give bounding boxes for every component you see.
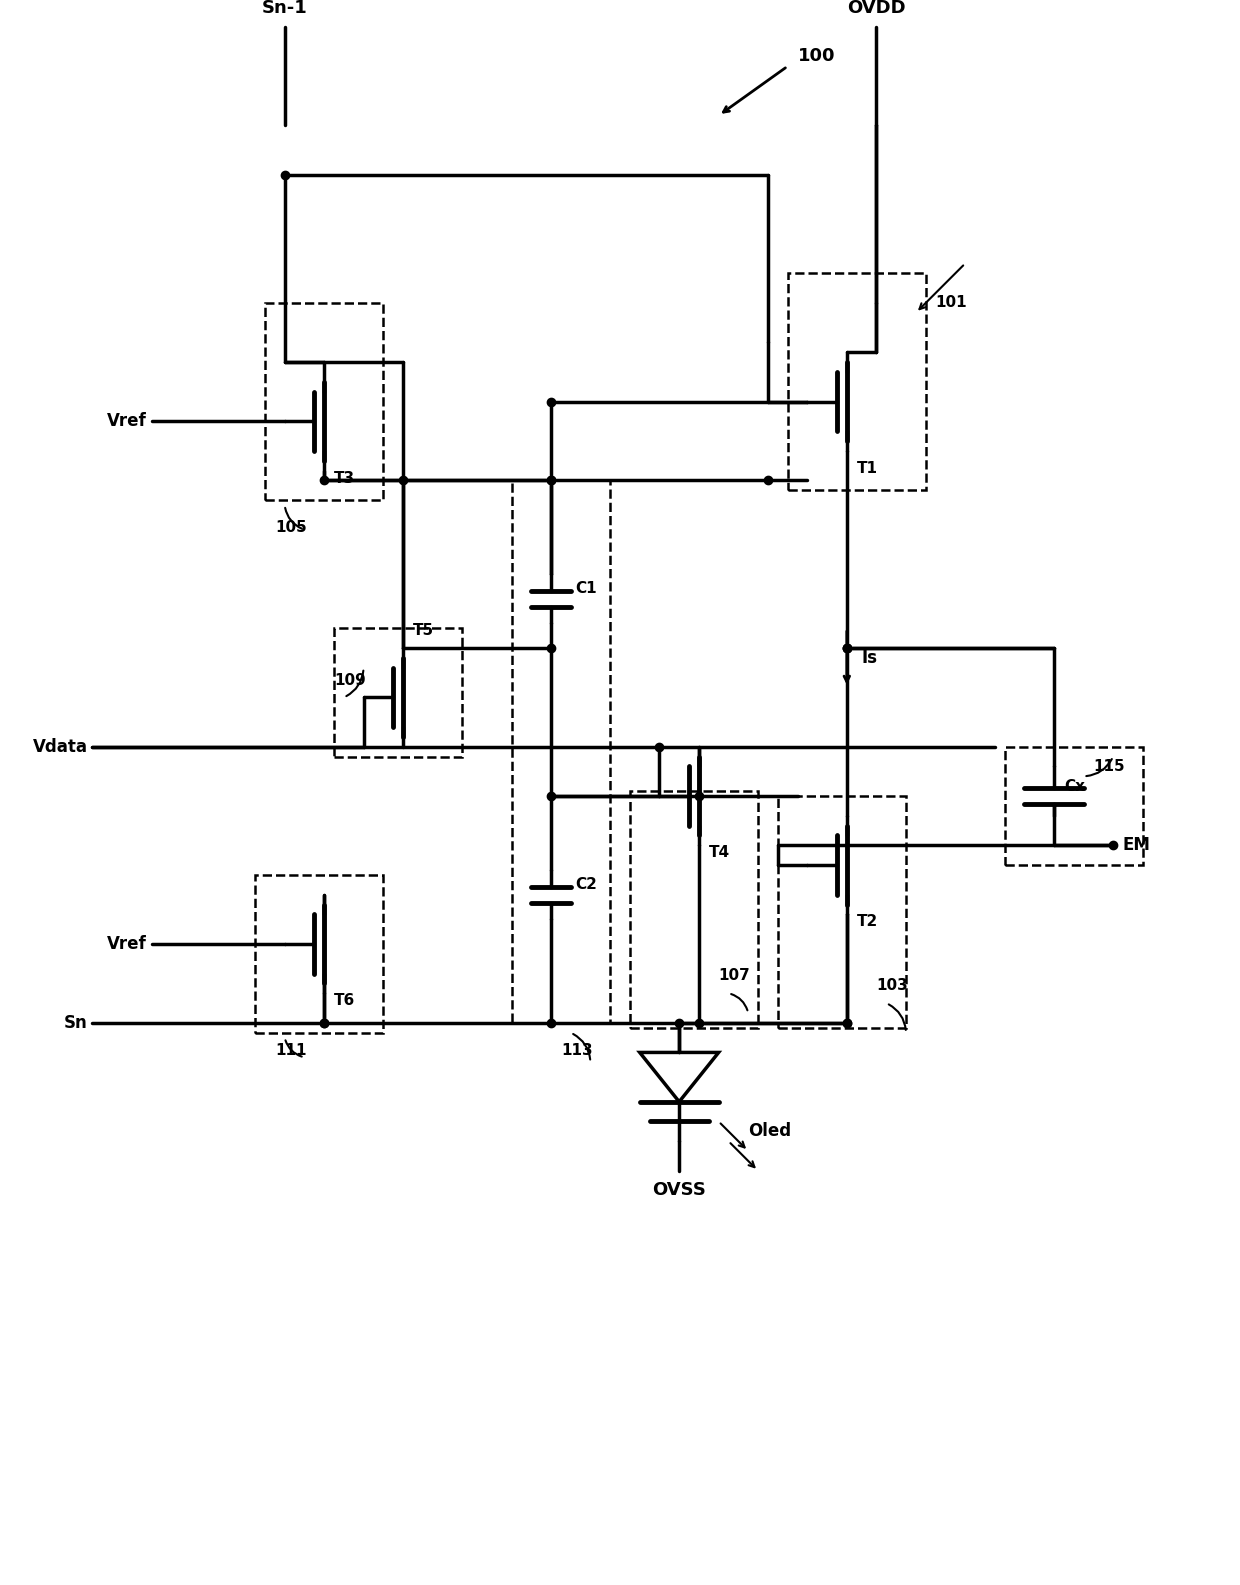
Text: Vdata: Vdata xyxy=(32,737,88,756)
Text: 115: 115 xyxy=(1094,759,1125,773)
Text: T4: T4 xyxy=(709,845,730,861)
Text: 113: 113 xyxy=(560,1043,593,1057)
Text: T2: T2 xyxy=(857,915,878,929)
Text: Cx: Cx xyxy=(1064,778,1085,794)
Text: Oled: Oled xyxy=(748,1122,791,1140)
Text: T5: T5 xyxy=(413,623,434,639)
Text: 101: 101 xyxy=(936,295,967,311)
Text: T1: T1 xyxy=(857,461,878,475)
Text: 107: 107 xyxy=(719,968,750,983)
Text: Sn-1: Sn-1 xyxy=(262,0,308,17)
Text: Vref: Vref xyxy=(107,412,146,430)
Text: EM: EM xyxy=(1123,837,1151,854)
Text: T3: T3 xyxy=(334,471,355,485)
Text: 109: 109 xyxy=(334,672,366,688)
Text: 111: 111 xyxy=(275,1043,306,1057)
Text: T6: T6 xyxy=(334,994,355,1008)
Text: 100: 100 xyxy=(797,48,835,65)
Text: 103: 103 xyxy=(877,978,908,994)
Text: C1: C1 xyxy=(575,582,598,596)
Text: OVSS: OVSS xyxy=(652,1181,706,1198)
Text: C2: C2 xyxy=(575,877,598,892)
Text: OVDD: OVDD xyxy=(847,0,905,17)
Text: Vref: Vref xyxy=(107,935,146,953)
Text: Is: Is xyxy=(862,648,878,667)
Text: Sn: Sn xyxy=(63,1014,88,1032)
Text: 105: 105 xyxy=(275,520,306,534)
